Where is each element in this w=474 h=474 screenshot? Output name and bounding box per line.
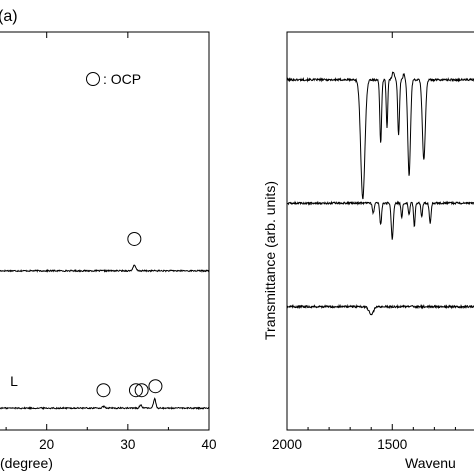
ftir-x-axis-label: Wavenu [405,455,456,471]
ftir-series-line [286,303,474,316]
xrd-series-line [0,397,210,411]
xrd-legend: : OCP [86,71,141,87]
ocp-legend-marker [86,72,100,86]
ocp-peak-marker [134,383,149,398]
ocp-peak-marker [127,231,142,246]
xrd-x-axis-label: (degree) [0,455,53,471]
xrd-x-tick-label: 40 [201,437,216,452]
ftir-series [286,71,474,316]
xrd-series [0,264,210,411]
xrd-annotation: L [10,373,18,389]
ocp-peak-marker [128,383,143,398]
ftir-plot-frame [286,31,474,431]
ftir-series-line [286,71,474,200]
xrd-x-tick-label: 20 [39,437,54,452]
ftir-chart: 2000 1500 Wavenu Transmittance (arb. unit… [262,31,474,471]
ftir-x-axis: 2000 1500 [272,32,456,452]
xrd-markers [96,231,163,398]
ftir-x-tick-label: 1500 [377,437,407,452]
xrd-x-axis: 20 30 40 [5,32,217,452]
xrd-x-tick-label: 30 [120,437,135,452]
ftir-series-line [286,200,474,240]
figure-label: (a) [0,8,18,25]
ftir-y-axis-label: Transmittance (arb. units) [262,181,278,340]
xrd-plot-frame [0,31,210,431]
ocp-peak-marker [148,379,163,394]
ocp-legend-label: : OCP [103,71,141,87]
ftir-x-tick-label: 2000 [272,437,302,452]
xrd-chart: 20 30 40 : OCP L (degree) [0,31,217,471]
xrd-series-line [0,264,210,273]
ocp-peak-marker [96,383,111,398]
